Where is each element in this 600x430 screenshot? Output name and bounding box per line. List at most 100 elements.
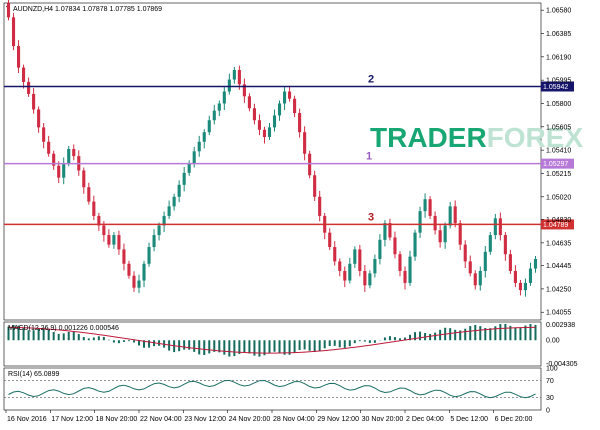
candle xyxy=(488,232,492,255)
price-tick-label: 1.04445 xyxy=(546,263,571,270)
candle xyxy=(117,230,121,255)
candle xyxy=(398,251,402,277)
candle-body xyxy=(217,103,221,111)
candle xyxy=(308,150,312,179)
candle xyxy=(137,274,141,294)
line-3-price-tag xyxy=(541,219,574,230)
levels[interactable]: 2 1.05942 1 1.05297 3 1.04789 xyxy=(4,73,574,230)
candle xyxy=(252,103,256,125)
candle xyxy=(62,157,66,185)
candle xyxy=(11,12,16,51)
macd-tick-label: 0.002938 xyxy=(546,322,575,329)
macd-tick-label: 0.00 xyxy=(546,338,560,345)
candle-body xyxy=(117,235,121,250)
candle-body xyxy=(272,115,277,128)
candle-body xyxy=(308,153,312,176)
candle xyxy=(483,245,487,278)
candle xyxy=(393,231,397,259)
macd-pane[interactable] xyxy=(3,321,542,367)
candle-body xyxy=(32,93,36,110)
candle xyxy=(443,222,447,249)
candle-body xyxy=(177,184,181,197)
candle xyxy=(47,135,51,157)
candle-body xyxy=(72,148,76,157)
price-tick-label: 1.04250 xyxy=(546,286,571,293)
candle-body xyxy=(247,96,251,109)
candle-body xyxy=(343,270,347,281)
candle xyxy=(313,170,317,201)
candle-body xyxy=(303,132,307,154)
candle xyxy=(257,114,262,136)
macd-label: MACD(12,26,9) 0.001226 0.000546 xyxy=(8,325,119,332)
candle xyxy=(353,246,357,268)
candle-body xyxy=(398,254,402,271)
candle-body xyxy=(348,263,352,281)
time-tick-label: 17 Nov 12:00 xyxy=(51,416,93,423)
candle xyxy=(232,66,236,84)
candle xyxy=(293,95,297,118)
candle xyxy=(508,249,512,274)
candle xyxy=(227,73,231,95)
price-tick-label: 1.06385 xyxy=(546,31,571,38)
line-1-label: 1 xyxy=(366,151,372,163)
line-1-price-tag xyxy=(541,158,574,169)
candle-body xyxy=(508,254,512,271)
time-tick-label: 29 Nov 12:00 xyxy=(317,416,359,423)
watermark-text-b: FOREX xyxy=(487,122,584,153)
price-tick-label: 1.05410 xyxy=(546,148,571,155)
candle xyxy=(333,241,337,266)
candle-body xyxy=(237,69,241,85)
candle-body xyxy=(478,270,482,286)
candle-body xyxy=(192,151,196,164)
candle xyxy=(42,122,46,149)
candle xyxy=(473,270,477,290)
candle xyxy=(433,211,437,235)
candle-body xyxy=(493,218,497,236)
candle xyxy=(518,279,522,296)
candle xyxy=(67,145,71,167)
candle-body xyxy=(433,215,437,231)
candle xyxy=(242,78,246,103)
candle-body xyxy=(257,120,262,130)
candle-body xyxy=(428,199,432,216)
candle xyxy=(468,255,472,277)
time-tick-label: 23 Nov 12:00 xyxy=(184,416,226,423)
candle-body xyxy=(102,225,106,236)
candle-body xyxy=(252,108,256,121)
candle-body xyxy=(6,3,11,18)
candle-body xyxy=(378,239,382,259)
price-tick-label: 1.06190 xyxy=(546,54,571,61)
rsi-pane[interactable] xyxy=(3,367,542,411)
candle-body xyxy=(47,141,51,154)
candle-body xyxy=(503,235,507,255)
macd-signal-line xyxy=(8,326,536,354)
candle xyxy=(373,254,377,278)
candle-body xyxy=(52,153,56,166)
candle-body xyxy=(513,270,517,283)
candle xyxy=(413,229,417,261)
candle-body xyxy=(383,223,387,240)
candle-body xyxy=(318,196,322,216)
candle-body xyxy=(242,84,246,97)
candle xyxy=(318,190,322,222)
candle-body xyxy=(298,113,302,133)
candle-body xyxy=(11,17,16,47)
candle-body xyxy=(182,172,186,185)
candle-body xyxy=(172,196,176,207)
candle-body xyxy=(67,148,71,164)
candle-body xyxy=(463,244,467,262)
candle-body xyxy=(142,263,146,281)
candle xyxy=(92,195,96,221)
candle-body xyxy=(528,268,533,283)
candle-body xyxy=(232,69,236,80)
time-tick-label: 28 Nov 04:00 xyxy=(273,416,315,423)
candle-body xyxy=(288,91,292,99)
candle-body xyxy=(62,163,66,178)
candle xyxy=(57,161,61,184)
window-title: AUDNZD,H4 1.07834 1.07878 1.07785 1.0786… xyxy=(13,6,162,13)
candle xyxy=(107,229,111,248)
macd-histogram xyxy=(7,323,537,357)
price-pane[interactable] xyxy=(3,2,542,321)
candle xyxy=(463,240,467,268)
